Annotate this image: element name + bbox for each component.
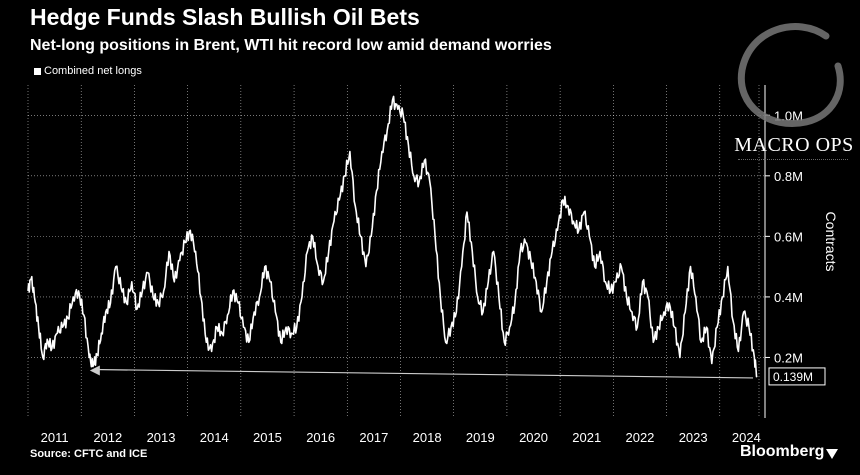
y-tick-label-0: 0.2M (774, 350, 803, 365)
axis-layer: 2011 2012 2013 2014 2015 2016 2017 2018 2019 2020… (41, 85, 839, 445)
grid-layer (27, 85, 765, 418)
x-tick-label-2011: 2011 (41, 430, 69, 445)
annotation-label-box (768, 367, 826, 386)
x-tick-label-2015: 2015 (253, 430, 282, 445)
bloomberg-logo: Bloomberg (740, 443, 825, 460)
bloomberg-mark-icon (826, 449, 838, 459)
x-tick-label-2020: 2020 (519, 430, 548, 445)
source-note: Source: CFTC and ICE (30, 448, 148, 460)
annotation-layer: 0.139M (89, 365, 826, 386)
annotation-arrowhead-icon (89, 365, 100, 376)
chart-title: Hedge Funds Slash Bullish Oil Bets (30, 4, 420, 30)
x-tick-label-2024: 2024 (732, 430, 761, 445)
x-tick-label-2022: 2022 (625, 430, 654, 445)
y-tick-label-1: 0.4M (774, 290, 803, 305)
legend: Combined net longs (34, 65, 142, 77)
series-line-combined-net-longs (27, 95, 758, 378)
y-tick-label-4: 1.0M (774, 108, 803, 123)
x-tick-label-2016: 2016 (306, 430, 335, 445)
legend-label: Combined net longs (44, 65, 142, 77)
y-tick-label-2: 0.6M (774, 229, 803, 244)
x-tick-label-2021: 2021 (572, 430, 601, 445)
x-tick-label-2012: 2012 (93, 430, 122, 445)
y-tick-label-3: 0.8M (774, 169, 803, 184)
x-tick-label-2017: 2017 (359, 430, 388, 445)
annotation-baseline (93, 368, 754, 379)
legend-swatch (34, 67, 41, 75)
x-tick-label-2013: 2013 (147, 430, 176, 445)
series-layer (27, 95, 758, 378)
x-tick-label-2023: 2023 (679, 430, 708, 445)
y-axis-title: Contracts (823, 212, 839, 272)
chart-subtitle: Net-long positions in Brent, WTI hit rec… (30, 37, 552, 54)
x-tick-label-2014: 2014 (200, 430, 229, 445)
x-tick-label-2018: 2018 (413, 430, 442, 445)
x-tick-label-2019: 2019 (466, 430, 495, 445)
annotation-label: 0.139M (773, 370, 813, 384)
